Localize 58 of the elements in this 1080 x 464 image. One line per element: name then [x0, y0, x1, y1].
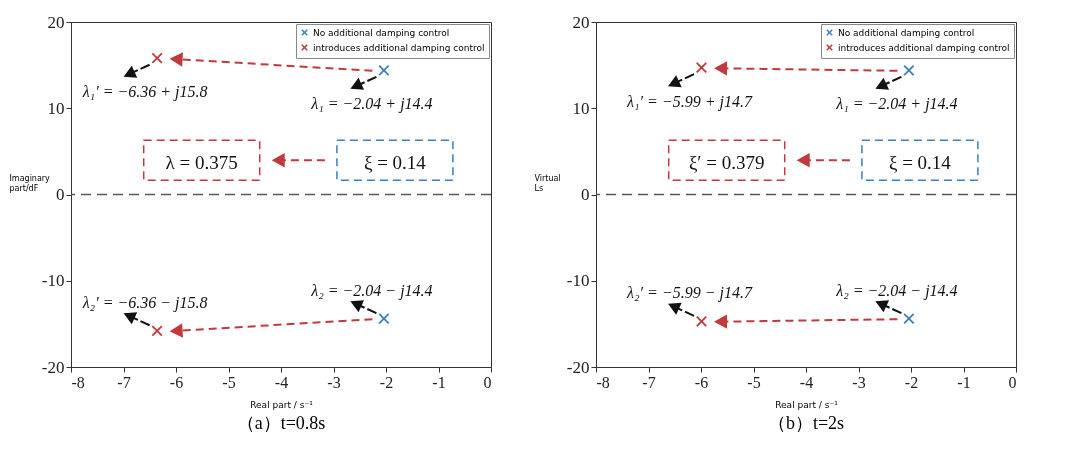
annotation: λ₁ = −2.04 + j14.4	[835, 95, 958, 114]
text: （b）t=2s	[767, 413, 845, 433]
y-tick-label: 20	[47, 12, 65, 32]
x-tick-label: 0	[1008, 373, 1017, 391]
annotation: λ₂ = −2.04 − j14.4	[310, 281, 433, 300]
y-axis-title: Imaginary part/dF	[9, 173, 51, 193]
annotation: ξ = 0.14	[888, 152, 952, 174]
x-tick-label: -3	[327, 373, 341, 391]
x-tick-label: -2	[904, 373, 919, 391]
legend-label: introduces additional damping control	[313, 42, 485, 53]
y-tick-label: 0	[56, 185, 65, 204]
legend-label: No additional damping control	[313, 27, 450, 38]
annotation: ξ = 0.14	[363, 152, 427, 174]
point	[378, 313, 390, 325]
point	[903, 313, 915, 325]
y-tick-label: -20	[566, 357, 590, 377]
point	[695, 315, 708, 327]
y-tick-label: -20	[41, 357, 65, 377]
x-tick-label: -4	[274, 373, 289, 391]
annotation: ξ′ = 0.379	[688, 152, 765, 174]
x-tick-label: -8	[71, 373, 85, 391]
legend-label: introduces additional damping control	[838, 42, 1010, 53]
y-axis-title: Virtual Ls	[534, 173, 561, 193]
x-tick-label: -4	[799, 373, 814, 391]
point	[695, 62, 708, 74]
y-tick-label: 20	[572, 12, 590, 32]
x-tick-label: -1	[432, 373, 446, 391]
annotation: λ₁′ = −6.36 + j15.8	[81, 83, 208, 102]
x-tick-label: 0	[483, 373, 492, 391]
point	[151, 325, 163, 337]
x-tick-label: -7	[642, 373, 656, 391]
annotation: λ₂′ = −6.36 − j15.8	[81, 293, 208, 312]
annotation: λ₂′ = −5.99 − j14.7	[626, 284, 753, 303]
annotation: λ₁ = −2.04 + j14.4	[310, 95, 433, 114]
x-tick-label: -8	[596, 373, 610, 391]
annotation: λ₁′ = −5.99 + j14.7	[626, 92, 753, 111]
y-tick-label: 10	[47, 98, 65, 118]
x-tick-label: -6	[169, 373, 184, 391]
point	[378, 64, 390, 76]
annotation: λ = 0.375	[165, 152, 238, 174]
legend-label: No additional damping control	[838, 27, 975, 38]
x-axis-title: Real part / s⁻¹	[250, 399, 314, 410]
x-tick-label: -5	[222, 373, 236, 391]
x-tick-label: -1	[957, 373, 971, 391]
point	[151, 52, 163, 64]
x-axis-title: Real part / s⁻¹	[775, 399, 839, 410]
y-tick-label: 0	[581, 185, 590, 204]
x-tick-label: -5	[747, 373, 761, 391]
x-tick-label: -3	[852, 373, 866, 391]
x-tick-label: -2	[379, 373, 394, 391]
x-tick-label: -6	[694, 373, 709, 391]
x-tick-label: -7	[117, 373, 131, 391]
y-tick-label: 10	[572, 98, 590, 118]
point	[903, 64, 915, 76]
annotation: λ₂ = −2.04 − j14.4	[835, 281, 958, 300]
text: （a）t=0.8s	[236, 413, 326, 433]
y-tick-label: -10	[566, 271, 590, 291]
y-tick-label: -10	[41, 271, 65, 291]
